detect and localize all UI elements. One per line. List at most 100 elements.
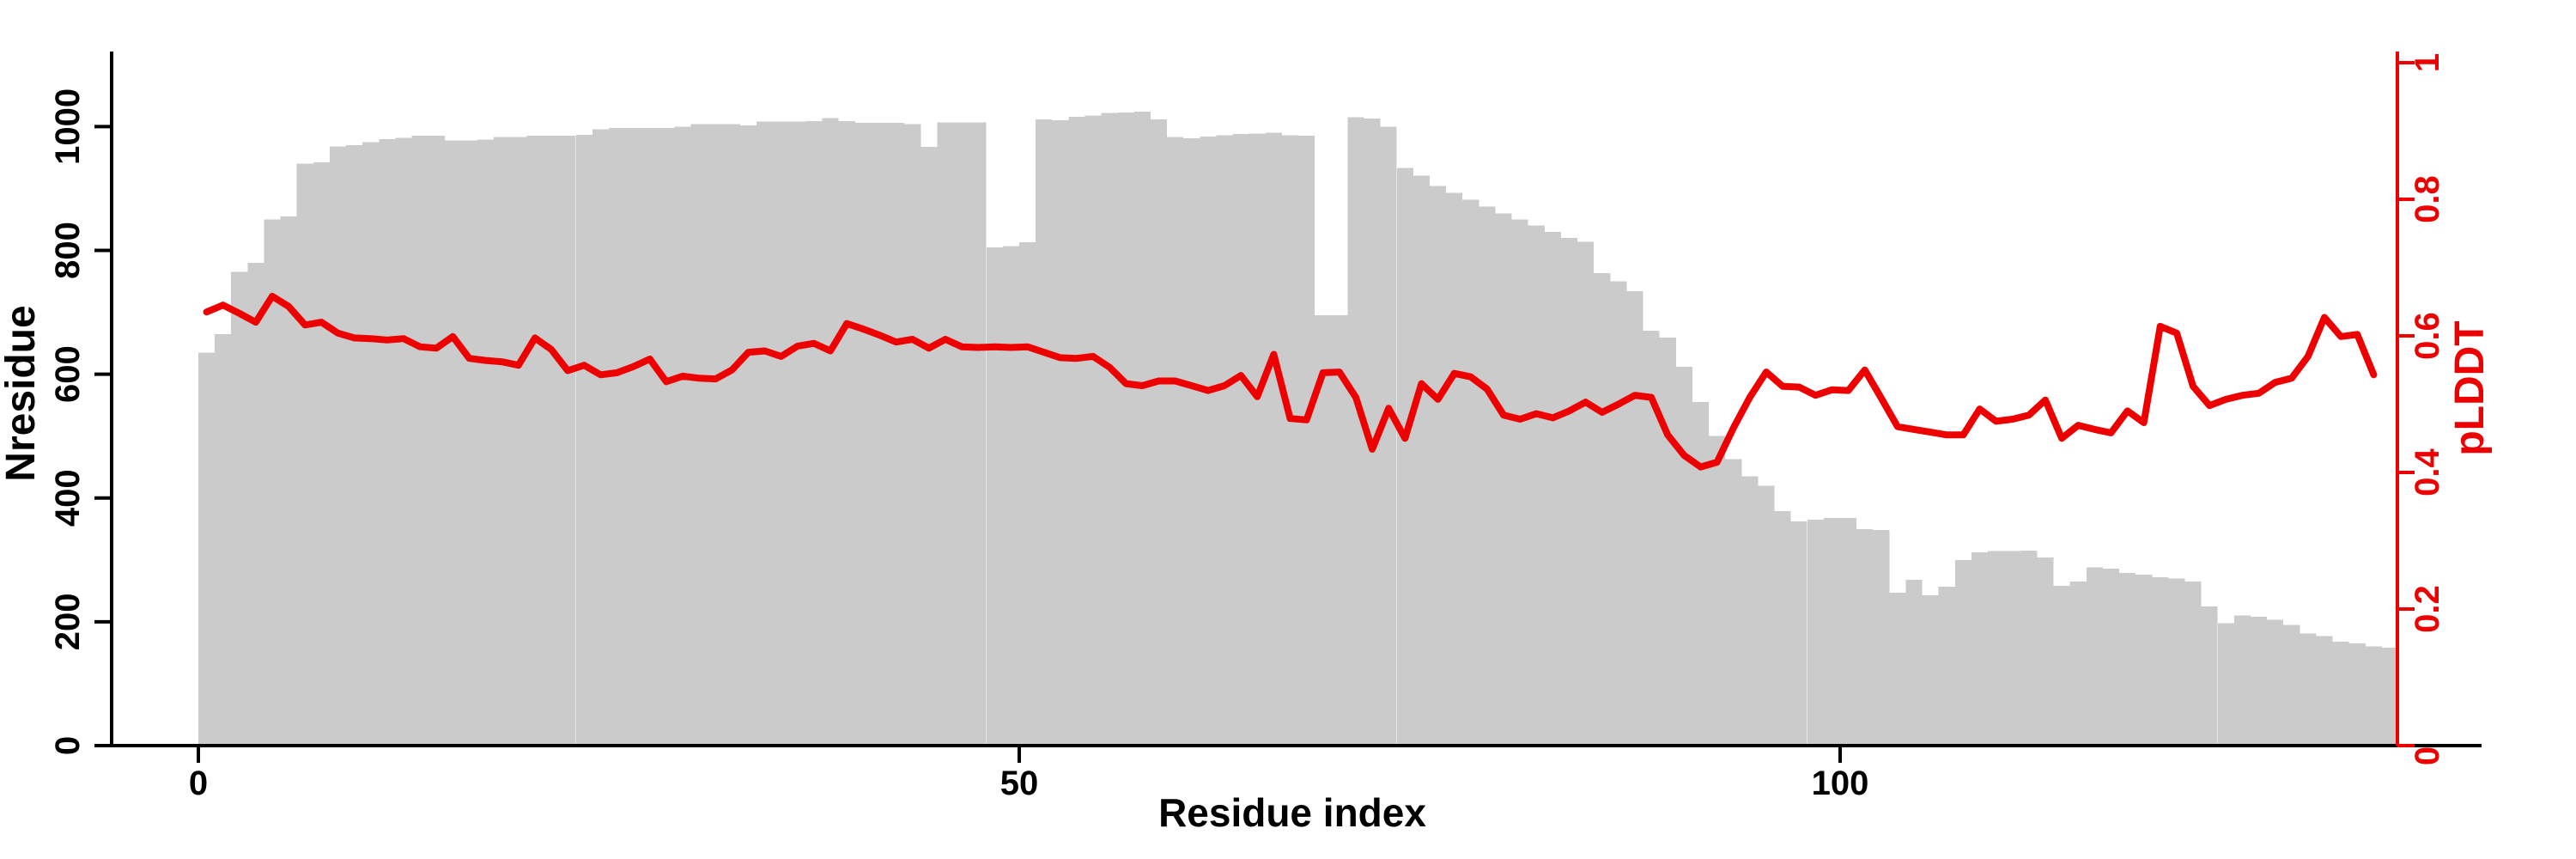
bar [1331,315,1348,746]
bar [2201,606,2218,746]
bar [2037,557,2054,746]
bar [510,137,527,746]
bar [494,137,511,746]
bar [822,118,839,746]
bar [1133,112,1151,746]
bar [2382,648,2399,746]
left-axis-title: Nresidue [0,305,44,481]
bar [1200,136,1217,746]
bar [2365,646,2382,746]
bar [2184,582,2202,746]
bar [838,120,855,746]
bar [1807,520,1824,746]
bar [756,121,774,746]
bar [280,216,297,746]
bar [379,138,396,746]
bar [1561,238,1578,746]
bar [1183,138,1200,746]
bar [1725,459,1742,746]
bar [2102,568,2120,746]
bar [1364,119,1381,746]
bar [231,271,248,746]
y-right-tick-label: 0.2 [2409,585,2446,633]
bar [1380,126,1397,746]
bar [1019,242,1036,746]
y-left-tick-label: 800 [49,222,87,279]
bar [1462,199,1479,746]
bar [740,125,757,746]
bar [723,124,740,746]
bar [2233,615,2251,746]
bar [2348,643,2366,746]
bar [641,127,659,746]
bar [395,137,412,746]
bar [559,136,576,746]
bar [1479,206,1496,746]
bar [1528,225,1545,746]
bar [264,219,281,746]
bar [1971,552,1989,746]
bar [1659,338,1676,746]
bar [854,123,872,746]
bar [460,140,478,746]
bar [986,247,1003,746]
bar [789,121,806,746]
bar [2152,577,2169,746]
bar [1249,133,1266,746]
bar [2300,633,2317,746]
bar [2069,582,2087,746]
bar [1446,192,1463,746]
bar [2168,578,2185,746]
bar [575,134,592,746]
bar [296,163,313,746]
bar [2251,617,2268,746]
bar [2004,551,2021,746]
bar [805,120,823,746]
left-axis: 0 200 400 600 800 1000 Nresidue [0,52,113,755]
y-right-tick-label: 0.4 [2409,448,2446,496]
bar [871,123,889,746]
bar [707,124,724,746]
bar [888,123,905,746]
bar [1954,559,1971,746]
bar [1544,231,1561,746]
bar [362,142,380,746]
bar [1626,291,1643,746]
bar [592,129,610,746]
bar [690,124,708,746]
bar [625,127,642,746]
bar [1741,476,1759,746]
bar [477,139,495,746]
bar [2267,619,2284,746]
x-tick-label: 0 [189,765,208,802]
bar [330,146,347,746]
bar [526,136,544,746]
bar [1840,517,1857,746]
bar [969,122,987,746]
bar [937,122,954,746]
bar [2217,623,2234,746]
bar [215,333,232,746]
bar [1495,213,1512,746]
bar [1002,246,1020,746]
bar [1922,594,1939,746]
bar [1823,517,1841,746]
bar [1298,136,1315,746]
bar [1315,315,1332,746]
y-right-tick-label: 0.8 [2409,175,2446,223]
bar [1790,521,1807,746]
bar [1889,593,1906,746]
bar [543,136,560,746]
bar [1873,530,1890,746]
bar [1036,119,1053,746]
right-axis: 0 0.2 0.4 0.6 0.8 1 pLDDT [2396,52,2493,765]
x-tick-label: 50 [1000,765,1039,802]
bar [428,136,445,746]
bar [313,162,330,746]
right-axis-title: pLDDT [2447,320,2493,455]
bar [1151,119,1168,746]
bar [2136,575,2153,746]
